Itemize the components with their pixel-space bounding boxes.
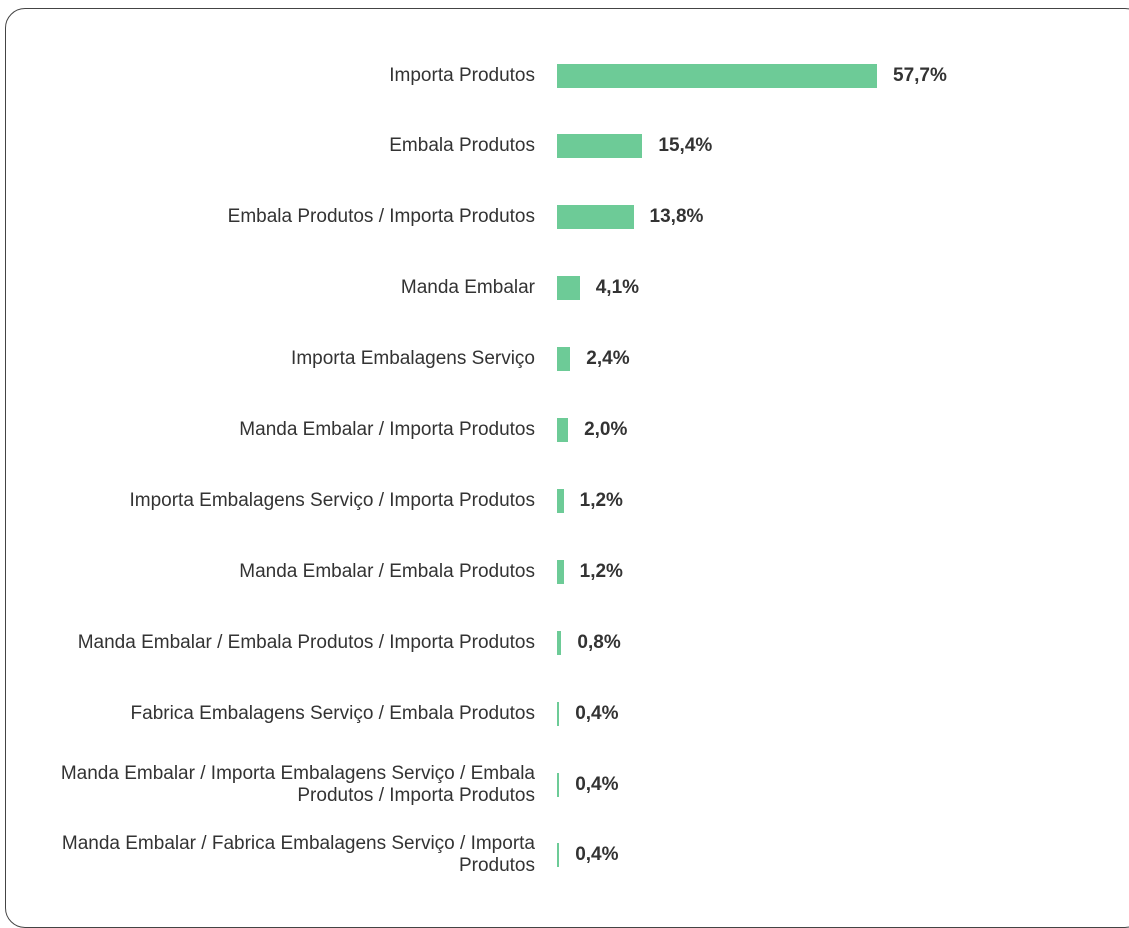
bar-row: Manda Embalar / Embala Produtos 1,2%	[0, 536, 1129, 607]
bar-row: Fabrica Embalagens Serviço / Embala Prod…	[0, 678, 1129, 749]
category-label: Fabrica Embalagens Serviço / Embala Prod…	[130, 702, 535, 724]
bar	[557, 843, 560, 868]
bar	[557, 347, 571, 372]
bar-row: Importa Produtos 57,7%	[0, 40, 1129, 111]
bar-row: Manda Embalar / Embala Produtos / Import…	[0, 607, 1129, 678]
value-label: 1,2%	[579, 489, 623, 511]
value-label: 15,4%	[658, 135, 713, 157]
bar-row: Manda Embalar / Importa Embalagens Servi…	[0, 749, 1129, 820]
value-label: 2,0%	[584, 419, 628, 440]
value-label: 4,1%	[595, 277, 640, 299]
bar-row: Importa Embalagens Serviço / Importa Pro…	[0, 465, 1129, 536]
bar-row: Manda Embalar 4,1%	[0, 253, 1129, 324]
category-label: Manda Embalar / Fabrica Embalagens Servi…	[61, 833, 535, 877]
bar-row: Importa Embalagens Serviço 2,4%	[0, 324, 1129, 395]
bar-row: Embala Produtos 15,4%	[0, 111, 1129, 182]
bar-row: Embala Produtos / Importa Produtos 13,8%	[0, 182, 1129, 253]
category-label: Manda Embalar / Importa Embalagens Servi…	[60, 762, 535, 806]
value-label: 0,4%	[575, 773, 619, 795]
value-label: 1,2%	[579, 560, 623, 582]
bar	[557, 205, 634, 230]
bar-row: Manda Embalar / Importa Produtos 2,0%	[0, 395, 1129, 466]
category-label: Embala Produtos / Importa Produtos	[227, 206, 535, 228]
value-label: 0,8%	[577, 631, 621, 653]
bar	[557, 559, 564, 584]
category-label: Embala Produtos	[389, 135, 535, 157]
category-label: Importa Produtos	[389, 64, 535, 86]
bar	[557, 276, 580, 301]
category-label: Manda Embalar / Importa Produtos	[239, 419, 535, 440]
category-label: Manda Embalar / Embala Produtos / Import…	[77, 631, 535, 653]
category-label: Manda Embalar / Embala Produtos	[239, 560, 535, 582]
category-label: Importa Embalagens Serviço / Importa Pro…	[129, 489, 535, 511]
bar	[557, 772, 560, 797]
value-label: 0,4%	[575, 844, 619, 866]
bar	[557, 418, 569, 442]
bar	[557, 134, 643, 159]
bar	[557, 63, 877, 88]
value-label: 57,7%	[893, 64, 947, 86]
value-label: 2,4%	[586, 348, 630, 370]
bar	[557, 630, 562, 655]
value-label: 13,8%	[649, 206, 704, 228]
bar	[557, 701, 560, 726]
category-label: Importa Embalagens Serviço	[291, 348, 535, 370]
value-label: 0,4%	[575, 702, 619, 724]
bar-row: Manda Embalar / Fabrica Embalagens Servi…	[0, 820, 1129, 891]
category-label: Manda Embalar	[400, 277, 535, 299]
bar	[557, 488, 564, 513]
